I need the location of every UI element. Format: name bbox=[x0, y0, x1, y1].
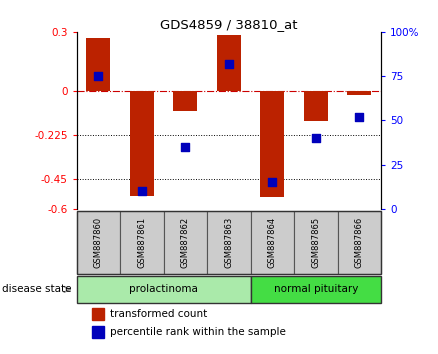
Text: GSM887862: GSM887862 bbox=[181, 217, 190, 268]
Text: GSM887864: GSM887864 bbox=[268, 217, 277, 268]
Bar bbox=[294, 211, 338, 274]
Text: GSM887861: GSM887861 bbox=[138, 217, 146, 268]
Point bbox=[312, 135, 319, 141]
Text: GSM887865: GSM887865 bbox=[311, 217, 320, 268]
Text: prolactinoma: prolactinoma bbox=[129, 284, 198, 295]
Bar bbox=[347, 91, 371, 95]
Point bbox=[182, 144, 189, 150]
Text: transformed count: transformed count bbox=[110, 309, 207, 319]
Point bbox=[225, 61, 232, 67]
Bar bbox=[251, 276, 381, 303]
Text: GSM887863: GSM887863 bbox=[224, 217, 233, 268]
Bar bbox=[207, 211, 251, 274]
Point bbox=[356, 114, 363, 120]
Bar bbox=[338, 211, 381, 274]
Bar bbox=[86, 38, 110, 91]
Text: normal pituitary: normal pituitary bbox=[274, 284, 358, 295]
Bar bbox=[164, 211, 207, 274]
Point bbox=[269, 179, 276, 185]
Text: disease state: disease state bbox=[2, 284, 72, 295]
Point bbox=[95, 73, 102, 79]
Bar bbox=[92, 326, 104, 338]
Bar bbox=[77, 276, 251, 303]
Bar bbox=[173, 91, 198, 110]
Bar bbox=[251, 211, 294, 274]
Bar bbox=[77, 211, 120, 274]
Bar bbox=[120, 211, 164, 274]
Text: GSM887860: GSM887860 bbox=[94, 217, 103, 268]
Bar bbox=[92, 308, 104, 320]
Bar bbox=[260, 91, 284, 197]
Text: percentile rank within the sample: percentile rank within the sample bbox=[110, 327, 286, 337]
Bar bbox=[304, 91, 328, 121]
Bar bbox=[130, 91, 154, 196]
Text: GSM887866: GSM887866 bbox=[355, 217, 364, 268]
Title: GDS4859 / 38810_at: GDS4859 / 38810_at bbox=[160, 18, 297, 31]
Point bbox=[138, 188, 145, 194]
Bar bbox=[217, 35, 241, 91]
